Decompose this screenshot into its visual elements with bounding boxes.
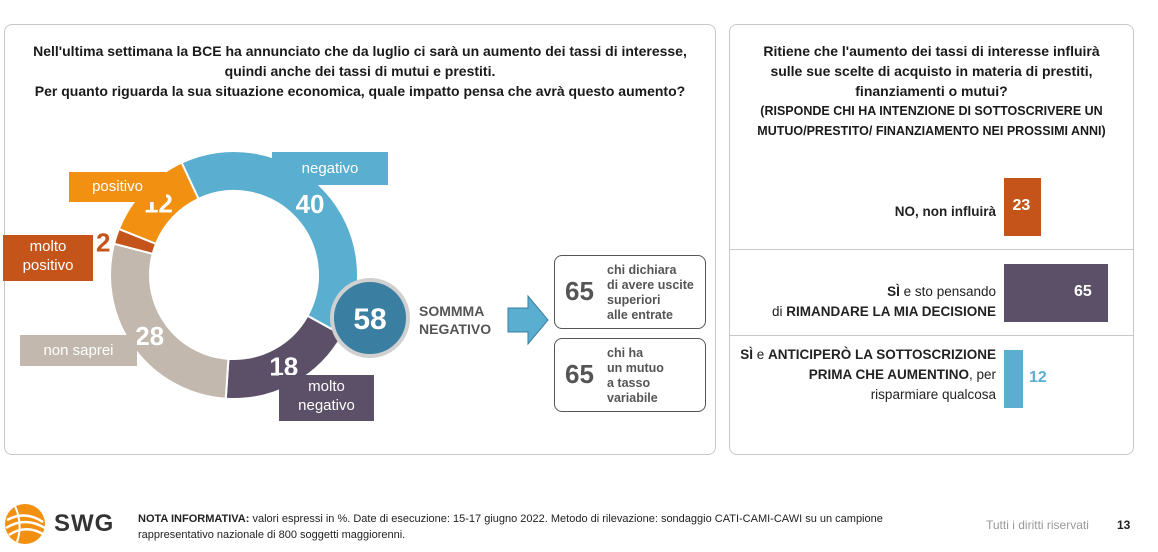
row-rimandare-label: SÌ e sto pensando di RIMANDARE LA MIA DE… <box>730 282 996 322</box>
info-box-uscite-text: chi dichiara di avere uscite superiori a… <box>607 263 694 323</box>
row-anticipero-label: SÌ e ANTICIPERÒ LA SOTTOSCRIZIONE PRIMA … <box>730 345 996 405</box>
sum-value: 58 <box>353 303 386 336</box>
row-anticipero-line3: risparmiare qualcosa <box>870 387 996 402</box>
arrow-icon <box>507 294 549 346</box>
row-no-label: NO, non influirà <box>730 202 996 222</box>
info-box-mutuo-line2: un mutuo <box>607 361 664 375</box>
label-negativo: negativo <box>272 152 388 185</box>
row-rimandare-line1: SÌ e sto pensando <box>730 282 996 302</box>
left-question-line-2: quindi anche dei tassi di mutui e presti… <box>224 63 496 79</box>
info-box-uscite-line4: alle entrate <box>607 308 674 322</box>
bar-no-value: 23 <box>1012 197 1031 214</box>
right-question-sub-2: MUTUO/PRESTITO/ FINANZIAMENTO NEI PROSSI… <box>757 124 1106 138</box>
info-box-mutuo-line1: chi ha <box>607 346 644 360</box>
swg-logo-text: SWG <box>54 510 115 537</box>
label-positivo: positivo <box>69 172 166 202</box>
info-box-mutuo-text: chi ha un mutuo a tasso variabile <box>607 346 664 406</box>
label-molto-negativo: molto negativo <box>279 375 374 421</box>
info-box-uscite-line1: chi dichiara <box>607 263 677 277</box>
bar-anticipero <box>1004 350 1023 408</box>
info-box-uscite-line2: di avere uscite <box>607 278 694 292</box>
value-negativo: 40 <box>296 189 325 219</box>
divider-1 <box>730 249 1133 250</box>
label-positivo-text: positivo <box>92 178 143 195</box>
left-question: Nell'ultima settimana la BCE ha annuncia… <box>5 41 715 101</box>
value-molto-positivo: 2 <box>96 228 110 258</box>
bar-anticipero-value: 12 <box>1029 369 1047 386</box>
info-box-uscite-value: 65 <box>565 276 594 306</box>
label-molto-negativo-line1: molto <box>308 378 345 395</box>
bar-rimandare-value: 65 <box>1074 283 1092 300</box>
label-molto-negativo-line2: negativo <box>298 397 355 414</box>
row-anticipero-bold1: ANTICIPERÒ LA SOTTOSCRIZIONE <box>767 347 996 362</box>
right-question-line-3: finanziamenti o mutui? <box>855 83 1008 99</box>
divider-2 <box>730 335 1133 336</box>
sum-label-line2: NEGATIVO <box>419 321 492 337</box>
info-box-mutuo-line3: a tasso <box>607 376 651 390</box>
row-rimandare-text2: di <box>771 304 787 319</box>
bar-rimandare <box>1004 264 1108 322</box>
row-anticipero-bold2: PRIMA CHE AUMENTINO <box>808 367 969 382</box>
page-number: 13 <box>1117 518 1131 532</box>
sum-label: SOMMMA NEGATIVO <box>419 302 491 338</box>
footer-note-text1: valori espressi in %. Date di esecuzione… <box>249 513 883 525</box>
label-non-saprei: non saprei <box>20 335 137 366</box>
info-box-mutuo-value: 65 <box>565 359 594 389</box>
info-box-uscite: 65 chi dichiara di avere uscite superior… <box>554 255 706 329</box>
left-question-line-1: Nell'ultima settimana la BCE ha annuncia… <box>33 43 687 59</box>
left-question-line-3: Per quanto riguarda la sua situazione ec… <box>34 83 686 99</box>
right-question-line-2: sulle sue scelte di acquisto in materia … <box>770 63 1093 79</box>
row-anticipero-e: e <box>752 347 768 362</box>
sum-circle <box>330 278 410 358</box>
label-negativo-text: negativo <box>301 160 359 177</box>
row-anticipero-line2: PRIMA CHE AUMENTINO, per <box>730 365 996 385</box>
row-anticipero-per: , per <box>968 367 996 382</box>
footer-note: NOTA INFORMATIVA: valori espressi in %. … <box>138 511 978 543</box>
row-anticipero-si: SÌ <box>740 347 753 362</box>
sum-label-line1: SOMMMA <box>419 303 485 319</box>
label-molto-positivo-line2: positivo <box>22 257 74 274</box>
rights-text: Tutti i diritti riservati <box>986 518 1089 532</box>
swg-logo-icon <box>5 504 46 544</box>
row-rimandare-line2: di RIMANDARE LA MIA DECISIONE <box>730 302 996 322</box>
row-anticipero-line1: SÌ e ANTICIPERÒ LA SOTTOSCRIZIONE <box>730 345 996 365</box>
footer-note-bold: NOTA INFORMATIVA: <box>138 513 250 525</box>
row-rimandare-text1: e sto pensando <box>899 284 996 299</box>
slice-non-saprei <box>109 242 230 400</box>
right-panel: Ritiene che l'aumento dei tassi di inter… <box>729 24 1134 455</box>
right-question: Ritiene che l'aumento dei tassi di inter… <box>730 41 1133 141</box>
label-non-saprei-text: non saprei <box>43 342 114 359</box>
row-rimandare-bold: RIMANDARE LA MIA DECISIONE <box>786 304 996 319</box>
info-box-mutuo: 65 chi ha un mutuo a tasso variabile <box>554 338 706 412</box>
slice-positivo <box>117 161 200 246</box>
footer-note-line2: rappresentativo nazionale di 800 soggett… <box>138 529 406 541</box>
row-rimandare-si: SÌ <box>887 284 900 299</box>
bar-no <box>1004 178 1041 236</box>
info-box-mutuo-line4: variabile <box>607 391 658 405</box>
value-non-saprei: 28 <box>135 321 164 351</box>
right-question-sub-1: (RISPONDE CHI HA INTENZIONE DI SOTTOSCRI… <box>760 104 1103 118</box>
footer-note-line1: NOTA INFORMATIVA: valori espressi in %. … <box>138 511 978 527</box>
right-question-line-1: Ritiene che l'aumento dei tassi di inter… <box>763 43 1100 59</box>
label-molto-positivo-line1: molto <box>29 238 67 255</box>
info-box-uscite-line3: superiori <box>607 293 661 307</box>
row-no-bold: NO, non influirà <box>894 204 996 219</box>
label-molto-positivo: molto positivo <box>3 235 93 281</box>
